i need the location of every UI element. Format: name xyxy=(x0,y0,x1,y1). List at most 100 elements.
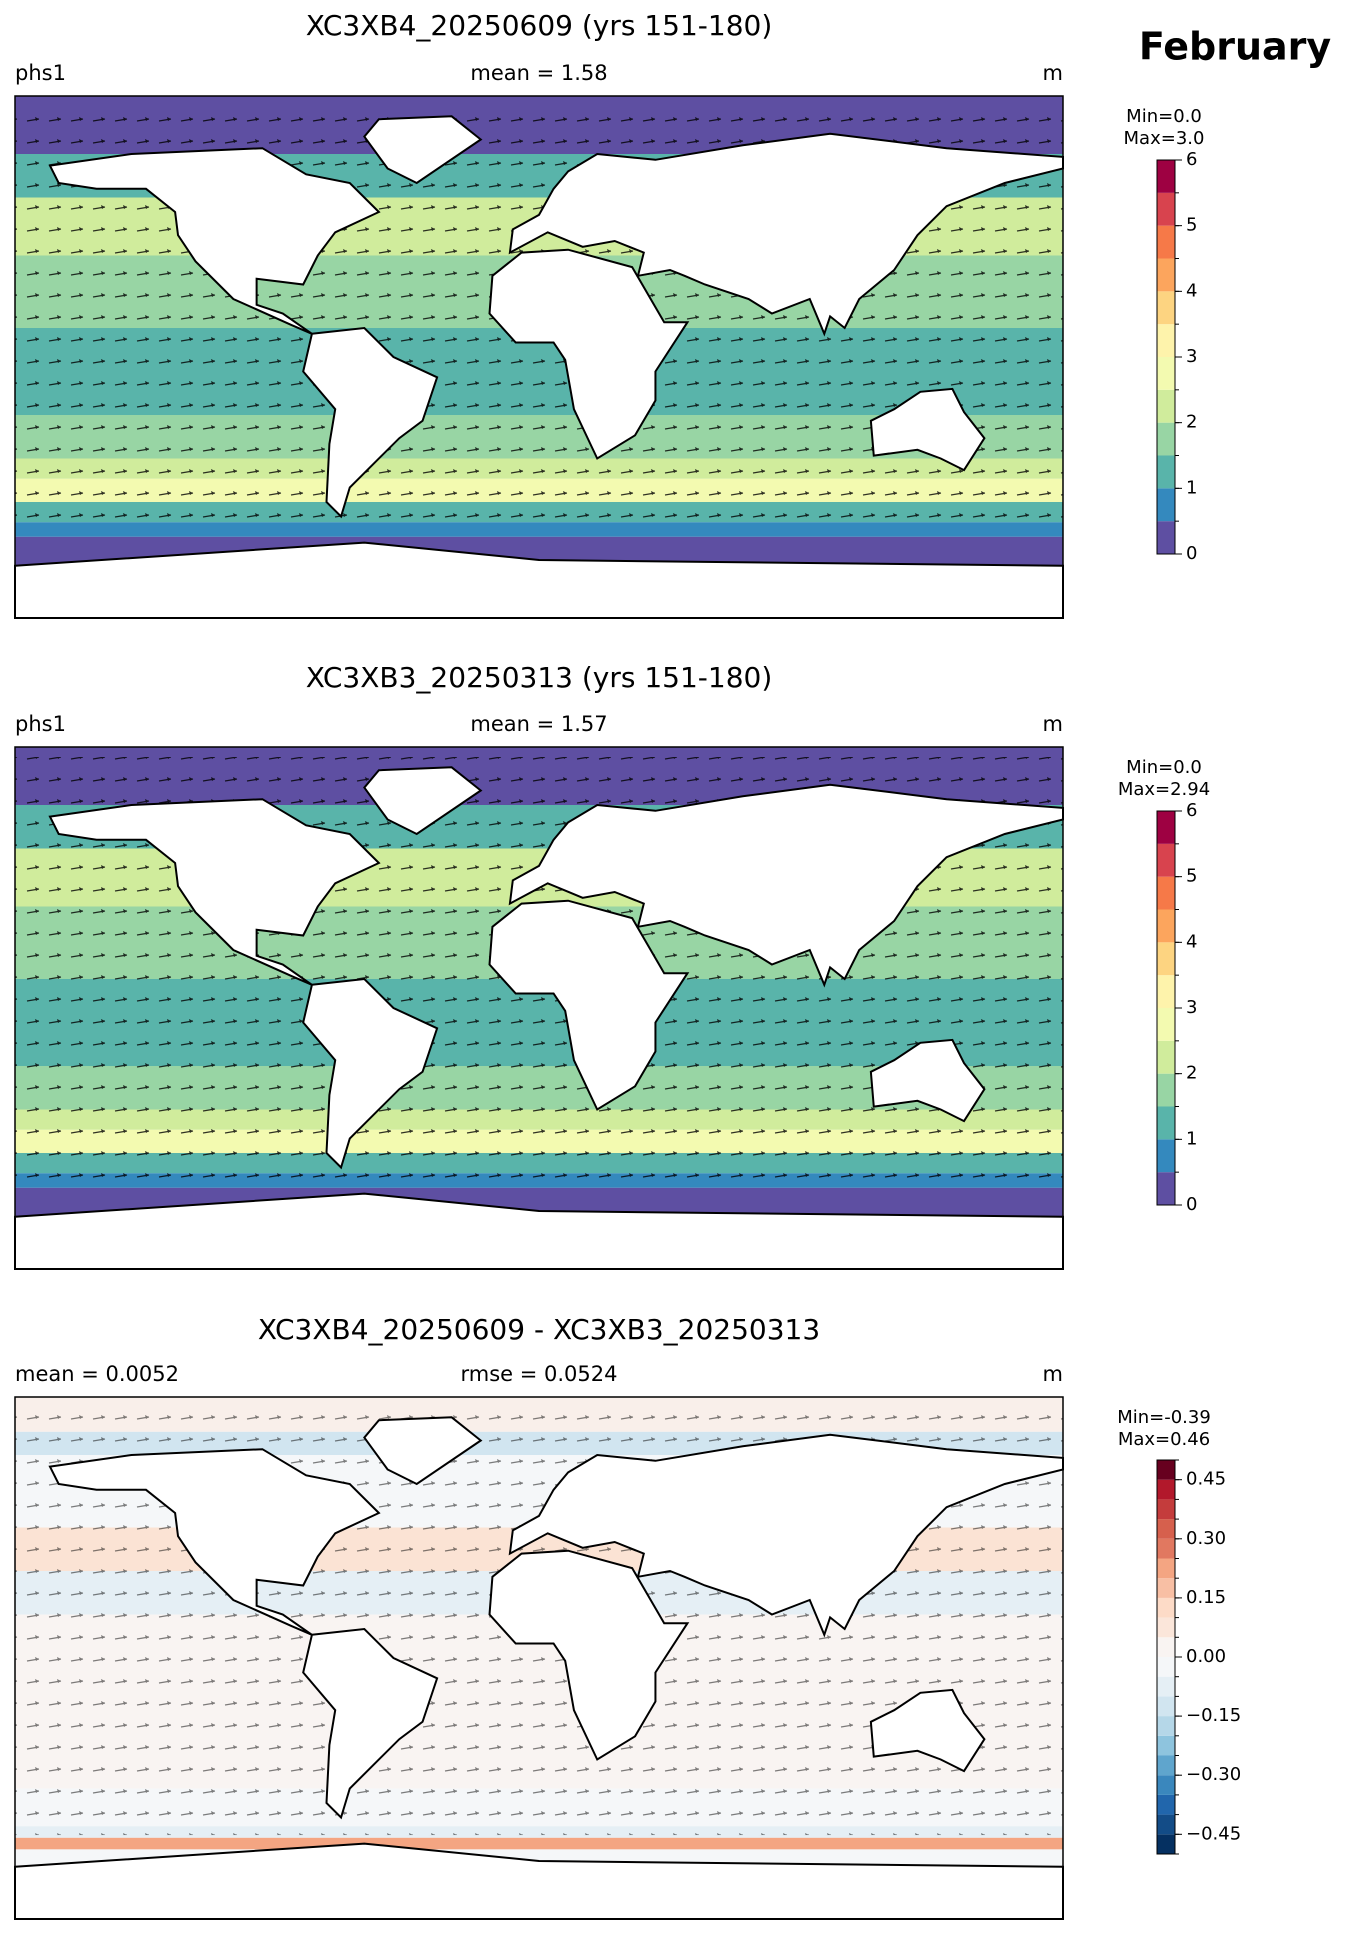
land xyxy=(488,248,690,460)
colorbar-segment xyxy=(1157,455,1175,489)
colorbar-segment xyxy=(1157,1008,1175,1041)
colorbar-segment xyxy=(1157,1172,1175,1205)
colorbar-segment xyxy=(1157,843,1175,877)
colorbar-tick-label: −0.15 xyxy=(1186,1705,1241,1726)
colorbar-segment xyxy=(1157,1538,1175,1559)
colorbar-segment xyxy=(1157,942,1175,976)
field-band xyxy=(15,1837,1063,1850)
colorbar-tick-label: 4 xyxy=(1186,931,1197,952)
colorbar-segment xyxy=(1157,488,1175,522)
colorbar-segment xyxy=(1157,521,1175,554)
land xyxy=(302,977,439,1170)
left-label: mean = 0.0052 xyxy=(15,1362,179,1386)
figure-title: February xyxy=(1139,25,1332,69)
colorbar-segment xyxy=(1157,1617,1175,1638)
colorbar-segment xyxy=(1157,291,1175,325)
colorbar-segment xyxy=(1157,811,1175,844)
land xyxy=(363,766,483,836)
colorbar-tick-label: 4 xyxy=(1186,280,1197,301)
land xyxy=(302,1627,439,1820)
colorbar-segment xyxy=(1157,975,1175,1008)
colorbar-segment xyxy=(1157,1814,1175,1835)
left-label: phs1 xyxy=(15,712,66,736)
stat-label: Min=-0.39 xyxy=(1117,1407,1211,1428)
colorbar-segment xyxy=(1157,1558,1175,1579)
panel-title: XC3XB4_20250609 (yrs 151-180) xyxy=(306,9,773,42)
colorbar-segment xyxy=(1157,1657,1175,1677)
colorbar-segment xyxy=(1157,225,1175,259)
colorbar-tick-label: 2 xyxy=(1186,1063,1197,1084)
colorbar-segment xyxy=(1157,1519,1175,1539)
colorbar-segment xyxy=(1157,876,1175,910)
land xyxy=(302,326,439,519)
colorbar-tick-label: 0.30 xyxy=(1186,1528,1226,1549)
colorbar-segment xyxy=(1157,1735,1175,1756)
map-frame xyxy=(14,1396,1064,1920)
colorbar-segment xyxy=(1157,1716,1175,1736)
colorbar-segment xyxy=(1157,1755,1175,1776)
stat-label: Max=2.94 xyxy=(1118,779,1210,800)
land xyxy=(869,1688,986,1773)
panel-title: XC3XB3_20250313 (yrs 151-180) xyxy=(306,661,773,694)
colorbar-tick-label: −0.30 xyxy=(1186,1764,1241,1785)
colorbar-tick-label: 6 xyxy=(1186,800,1197,821)
colorbar-tick-label: 0 xyxy=(1186,1194,1197,1215)
colorbar-segment xyxy=(1157,1676,1175,1697)
colorbar-tick-label: 0 xyxy=(1186,543,1197,564)
land xyxy=(869,387,986,472)
colorbar-segment xyxy=(1157,357,1175,390)
panel-title: XC3XB4_20250609 - XC3XB3_20250313 xyxy=(258,1313,820,1346)
map-frame xyxy=(14,746,1064,1270)
colorbar-segment xyxy=(1157,422,1175,456)
right-label: m xyxy=(1043,61,1063,85)
colorbar-segment xyxy=(1157,1460,1175,1480)
colorbar-tick-label: 1 xyxy=(1186,1128,1197,1149)
colorbar-segment xyxy=(1157,258,1175,292)
colorbar-segment xyxy=(1157,1597,1175,1618)
right-label: m xyxy=(1043,712,1063,736)
left-label: phs1 xyxy=(15,61,66,85)
colorbar-tick-label: −0.45 xyxy=(1186,1823,1241,1844)
colorbar-segment xyxy=(1157,389,1175,423)
colorbar-segment xyxy=(1157,1499,1175,1520)
center-label: mean = 1.57 xyxy=(470,712,607,736)
colorbar-segment xyxy=(1157,1696,1175,1717)
land xyxy=(48,798,381,986)
land xyxy=(363,1416,483,1486)
land xyxy=(508,132,1064,337)
land xyxy=(48,147,381,335)
center-label: rmse = 0.0524 xyxy=(460,1362,617,1386)
stat-label: Max=3.0 xyxy=(1124,128,1205,149)
colorbar-tick-label: 2 xyxy=(1186,412,1197,433)
colorbar-segment xyxy=(1157,909,1175,943)
colorbar-tick-label: 1 xyxy=(1186,477,1197,498)
colorbar-tick-label: 0.15 xyxy=(1186,1587,1226,1608)
land xyxy=(488,899,690,1111)
stat-label: Max=0.46 xyxy=(1118,1429,1210,1450)
land xyxy=(508,783,1064,988)
colorbar-segment xyxy=(1157,1834,1175,1854)
colorbar-tick-label: 5 xyxy=(1186,866,1197,887)
stat-label: Min=0.0 xyxy=(1126,106,1202,127)
stat-label: Min=0.0 xyxy=(1126,757,1202,778)
colorbar-segment xyxy=(1157,1637,1175,1657)
colorbar-tick-label: 5 xyxy=(1186,215,1197,236)
colorbar-segment xyxy=(1157,160,1175,193)
colorbar-segment xyxy=(1157,1794,1175,1815)
colorbar-tick-label: 0.00 xyxy=(1186,1646,1226,1667)
colorbar-segment xyxy=(1157,324,1175,357)
colorbar-tick-label: 3 xyxy=(1186,346,1197,367)
colorbar-segment xyxy=(1157,1775,1175,1795)
land xyxy=(869,1038,986,1123)
colorbar-segment xyxy=(1157,1073,1175,1107)
colorbar-tick-label: 0.45 xyxy=(1186,1469,1226,1490)
colorbar-segment xyxy=(1157,1106,1175,1140)
colorbar-segment xyxy=(1157,1578,1175,1598)
land xyxy=(508,1433,1064,1638)
colorbar-segment xyxy=(1157,1139,1175,1173)
colorbar-segment xyxy=(1157,1479,1175,1500)
center-label: mean = 1.58 xyxy=(470,61,607,85)
colorbar-segment xyxy=(1157,1040,1175,1074)
colorbar-segment xyxy=(1157,192,1175,226)
